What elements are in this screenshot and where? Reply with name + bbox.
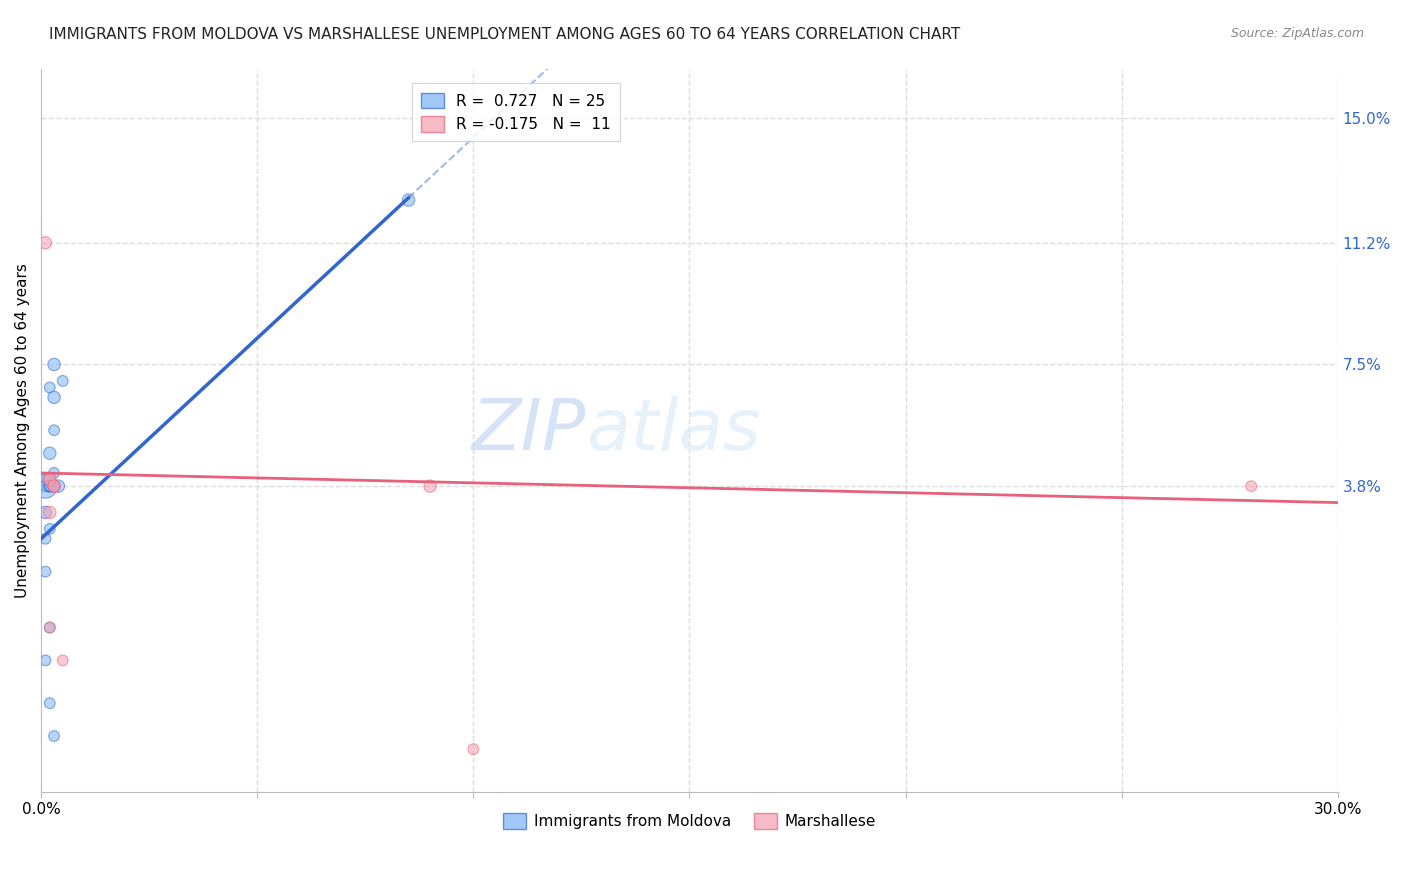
Text: atlas: atlas (586, 396, 761, 465)
Y-axis label: Unemployment Among Ages 60 to 64 years: Unemployment Among Ages 60 to 64 years (15, 263, 30, 598)
Point (38, 505, 60, 519)
Point (38, 479, 60, 493)
Point (52, 374, 75, 388)
Point (34, 505, 56, 519)
Point (34, 532, 56, 546)
Point (34, 473, 56, 487)
Point (42, 423, 65, 437)
Point (34, 235, 56, 250)
Point (34, 653, 56, 667)
Point (38, 621, 60, 635)
Point (38, 479, 60, 493)
Point (42, 479, 65, 493)
Point (42, 479, 65, 493)
Legend: Immigrants from Moldova, Marshallese: Immigrants from Moldova, Marshallese (496, 806, 882, 835)
Point (48, 479, 70, 493)
Point (42, 358, 65, 372)
Point (34, 479, 56, 493)
Point (42, 729, 65, 743)
Point (38, 446, 60, 460)
Point (398, 193, 420, 207)
Text: ZIP: ZIP (471, 396, 586, 465)
Point (1240, 479, 1263, 493)
Point (38, 473, 60, 487)
Point (38, 479, 60, 493)
Point (42, 390, 65, 404)
Point (42, 479, 65, 493)
Point (38, 621, 60, 635)
Point (34, 565, 56, 579)
Point (463, 742, 485, 756)
Point (42, 466, 65, 480)
Point (38, 380, 60, 394)
Point (42, 479, 65, 493)
Point (34, 479, 56, 493)
Point (38, 522, 60, 536)
Point (38, 696, 60, 710)
Point (419, 479, 441, 493)
Text: Source: ZipAtlas.com: Source: ZipAtlas.com (1230, 27, 1364, 40)
Text: IMMIGRANTS FROM MOLDOVA VS MARSHALLESE UNEMPLOYMENT AMONG AGES 60 TO 64 YEARS CO: IMMIGRANTS FROM MOLDOVA VS MARSHALLESE U… (49, 27, 960, 42)
Point (38, 473, 60, 487)
Point (52, 653, 75, 667)
